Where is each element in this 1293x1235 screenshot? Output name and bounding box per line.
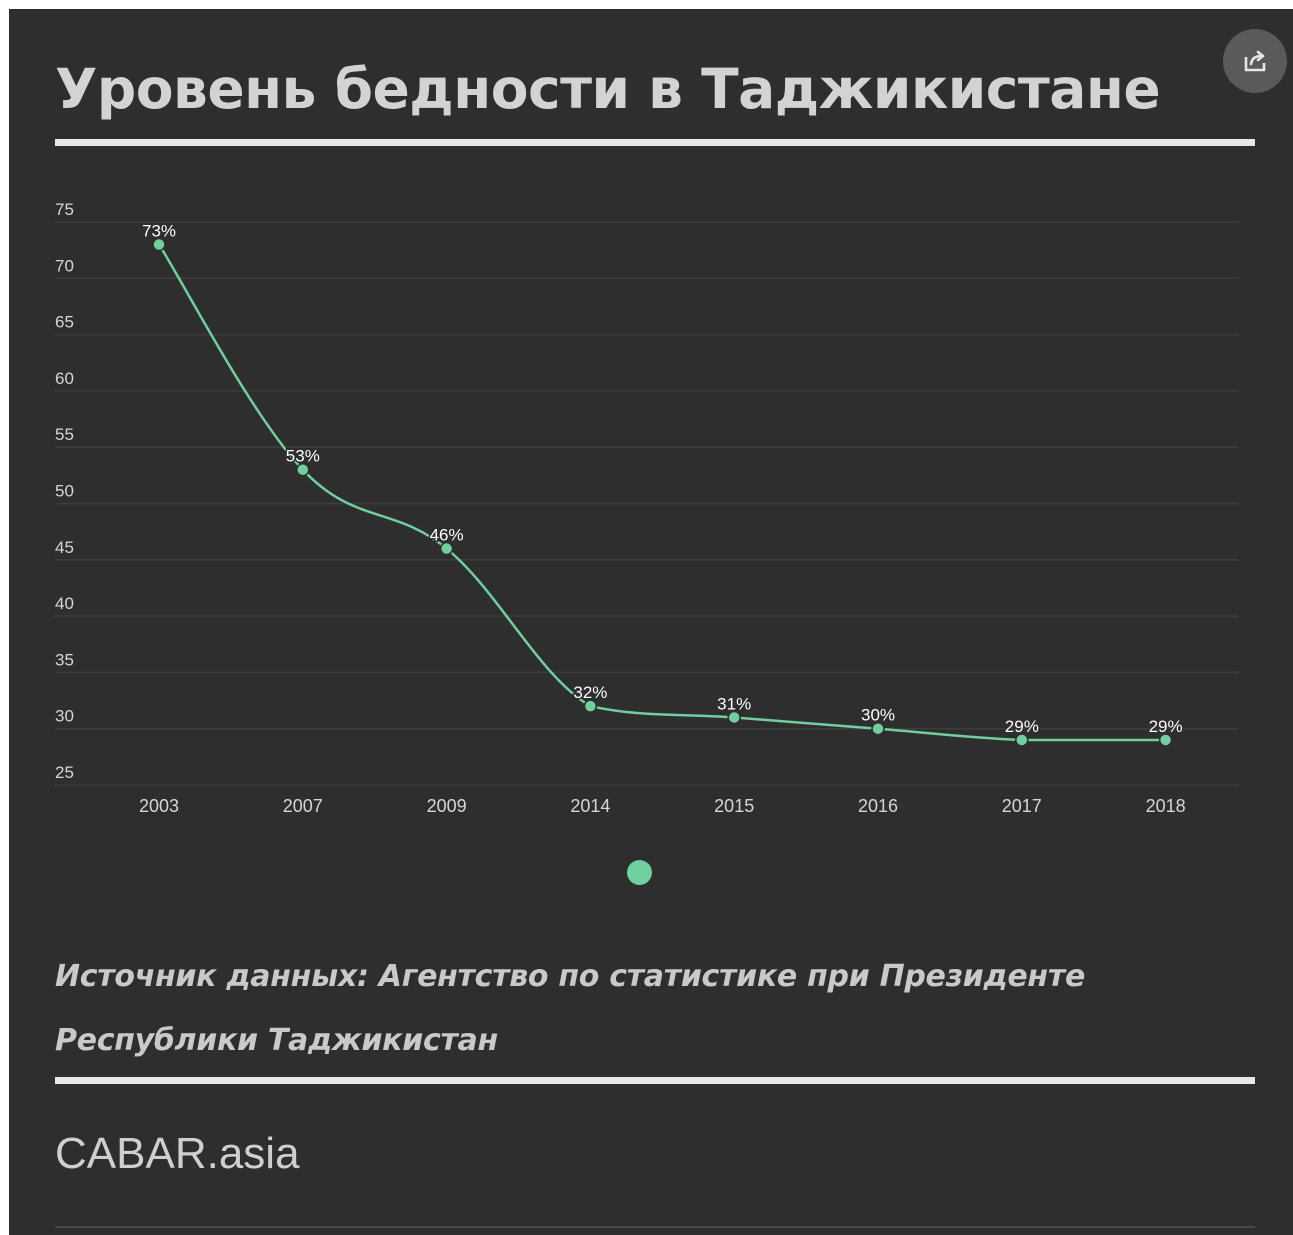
data-label: 73%: [142, 222, 176, 241]
footer-divider: [55, 1226, 1255, 1228]
x-tick-label: 2016: [858, 796, 898, 816]
series-line-layer: [157, 243, 1166, 742]
x-tick-label: 2003: [139, 796, 179, 816]
y-tick-label: 40: [55, 594, 74, 613]
y-tick-label: 60: [55, 369, 74, 388]
x-tick-label: 2015: [714, 796, 754, 816]
data-point: [583, 699, 598, 713]
y-tick-label: 45: [55, 538, 74, 557]
x-tick-label: 2007: [283, 796, 323, 816]
title-divider: [55, 139, 1255, 146]
y-axis-ticks: 25 30 35 40 45 50 55 60 65 70 75: [55, 200, 74, 782]
y-tick-label: 55: [55, 425, 74, 444]
x-tick-label: 2009: [427, 796, 467, 816]
y-tick-label: 50: [55, 482, 74, 501]
pagination-dot[interactable]: [627, 860, 652, 885]
gridlines: [55, 221, 1239, 786]
chart-title: Уровень бедности в Таджикистане: [55, 57, 1161, 121]
data-point: [871, 721, 885, 736]
x-tick-label: 2017: [1002, 796, 1042, 816]
y-tick-label: 75: [55, 200, 74, 219]
y-tick-label: 70: [55, 256, 74, 275]
data-label: 29%: [1005, 717, 1039, 736]
x-tick-label: 2014: [570, 796, 610, 816]
data-point: [296, 462, 310, 477]
y-tick-label: 65: [55, 313, 74, 332]
data-point: [1158, 733, 1173, 747]
data-point: [439, 541, 454, 556]
data-label: 53%: [286, 447, 320, 466]
data-source: Источник данных: Агентство по статистике…: [55, 959, 1085, 1058]
y-tick-label: 30: [55, 707, 74, 726]
brand-link[interactable]: CABAR.asia: [55, 1129, 300, 1178]
source-divider: [55, 1077, 1255, 1084]
data-label: 46%: [430, 526, 464, 545]
x-tick-label: 2018: [1146, 796, 1186, 816]
data-points: [152, 237, 1173, 747]
data-point: [727, 710, 741, 725]
data-label: 29%: [1149, 717, 1183, 736]
y-tick-label: 35: [55, 650, 74, 669]
y-tick-label: 25: [55, 763, 74, 782]
data-label: 30%: [861, 706, 895, 725]
data-point: [1015, 733, 1029, 747]
x-axis-ticks: 2003 2007 2009 2014 2015 2016 2017 2018: [139, 796, 1186, 816]
data-labels: 73% 53% 46% 32% 31% 30% 29% 29%: [140, 220, 1184, 737]
share-icon: [1244, 50, 1266, 72]
data-point: [152, 237, 166, 252]
series-line: [157, 243, 1166, 742]
data-label: 32%: [573, 683, 607, 702]
chart-card: Уровень бедности в Таджикистане 25 30 35 40…: [9, 9, 1293, 1235]
data-label: 31%: [717, 694, 751, 713]
share-button[interactable]: [1223, 29, 1287, 93]
